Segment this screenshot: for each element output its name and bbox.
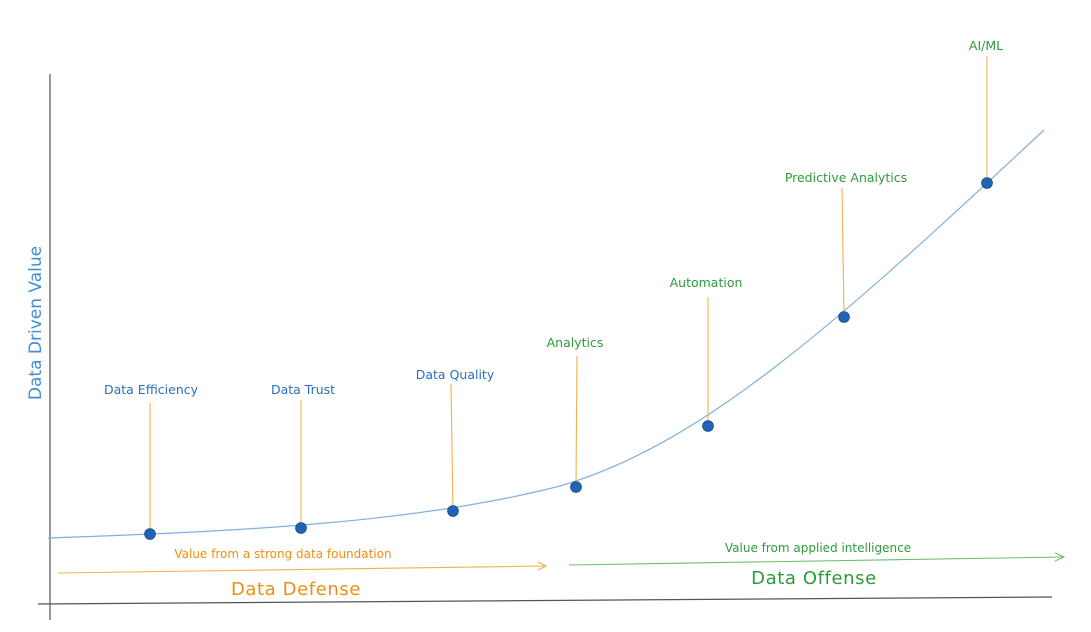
- milestone-dot-analytics: [570, 481, 582, 493]
- offense-arrow-head: [1054, 552, 1066, 562]
- milestone-label-ai-ml: AI/ML: [969, 38, 1003, 53]
- milestone-dot-predictive-analytics: [838, 311, 850, 323]
- milestone-dot-automation: [702, 420, 714, 432]
- milestone-dot-ai-ml: [981, 177, 993, 189]
- leader-lines: [149, 56, 988, 534]
- y-axis-label: Data Driven Value: [26, 246, 46, 400]
- offense-arrow-line: [568, 556, 1064, 566]
- leader-line-data-quality: [450, 383, 454, 512]
- offense-title: Data Offense: [751, 568, 877, 589]
- milestone-dot-data-efficiency: [144, 528, 156, 540]
- milestone-label-analytics: Analytics: [547, 335, 604, 350]
- defense-arrow-head: [537, 561, 548, 571]
- leader-line-analytics: [575, 355, 578, 488]
- defense-arrow-line: [57, 565, 546, 574]
- milestone-dot-data-quality: [447, 505, 459, 517]
- milestone-label-predictive-analytics: Predictive Analytics: [785, 170, 907, 185]
- defense-title: Data Defense: [231, 579, 361, 600]
- milestone-label-automation: Automation: [670, 275, 743, 290]
- leader-line-predictive-analytics: [841, 187, 845, 318]
- offense-subtitle: Value from applied intelligence: [725, 541, 911, 555]
- x-axis: [37, 596, 1053, 605]
- defense-subtitle: Value from a strong data foundation: [174, 547, 391, 561]
- milestone-dots: [144, 177, 993, 540]
- milestone-dot-data-trust: [295, 522, 307, 534]
- milestone-label-data-trust: Data Trust: [271, 382, 335, 397]
- milestone-label-data-efficiency: Data Efficiency: [104, 382, 199, 397]
- value-curve: [47, 129, 1045, 539]
- milestone-label-data-quality: Data Quality: [416, 367, 495, 382]
